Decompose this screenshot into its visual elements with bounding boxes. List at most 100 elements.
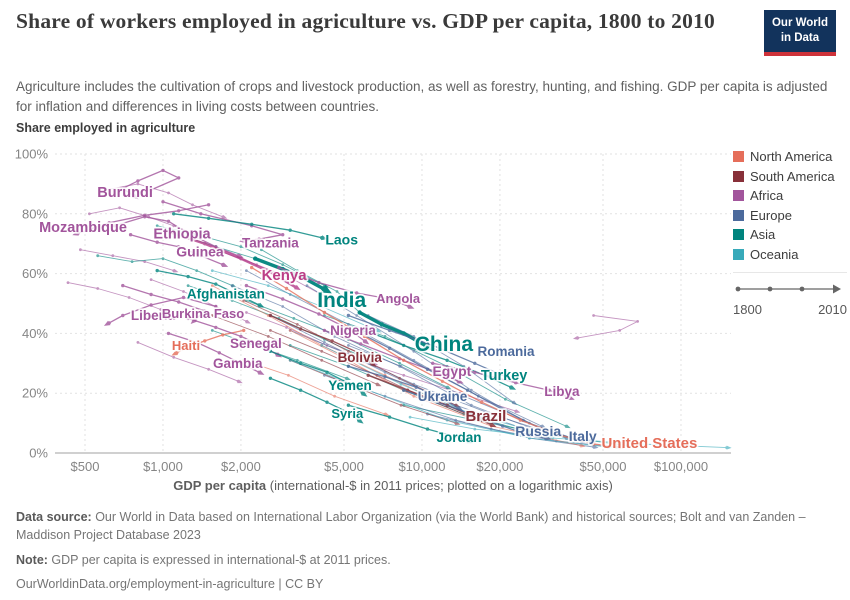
- country-label-angola[interactable]: Angola: [374, 289, 422, 308]
- trajectory[interactable]: [242, 299, 461, 408]
- data-point: [359, 342, 363, 346]
- country-label-senegal[interactable]: Senegal: [228, 334, 283, 353]
- country-label-libya[interactable]: Libya: [543, 382, 582, 401]
- data-point: [210, 329, 214, 332]
- country-label-haiti[interactable]: Haiti: [170, 336, 202, 355]
- country-label-jordan[interactable]: Jordan: [435, 428, 484, 447]
- country-label-turkey[interactable]: Turkey: [479, 366, 529, 386]
- country-label-afghanistan[interactable]: Afghanistan: [185, 285, 267, 304]
- arrowhead-icon: [619, 444, 626, 450]
- trajectory-laos[interactable]: [172, 212, 328, 241]
- trajectory-russia[interactable]: [402, 388, 552, 441]
- data-point: [425, 367, 430, 371]
- country-label-india[interactable]: India: [315, 287, 368, 314]
- country-label-kenya[interactable]: Kenya: [260, 265, 309, 286]
- data-point: [355, 291, 359, 295]
- data-point: [266, 284, 270, 287]
- trajectory-bolivia[interactable]: [268, 313, 377, 368]
- trajectory-gambia[interactable]: [166, 331, 265, 375]
- trajectory[interactable]: [79, 248, 179, 273]
- data-point: [288, 329, 292, 332]
- trajectory-burundi[interactable]: [121, 168, 181, 200]
- legend-item-south_america[interactable]: South America: [733, 169, 847, 184]
- citation-link[interactable]: OurWorldinData.org/employment-in-agricul…: [16, 577, 324, 592]
- country-label-burkina-faso[interactable]: Burkina Faso: [160, 304, 246, 323]
- arrowhead-icon: [580, 443, 586, 448]
- legend-label: North America: [750, 149, 833, 164]
- data-point: [298, 361, 303, 365]
- data-point: [206, 216, 211, 220]
- x-tick-label: $5,000: [324, 459, 364, 474]
- country-label-liberia[interactable]: Liberia: [129, 306, 177, 325]
- country-label-tanzania[interactable]: Tanzania: [240, 234, 301, 253]
- country-label-guinea[interactable]: Guinea: [175, 242, 226, 262]
- trajectory-afghanistan[interactable]: [155, 268, 265, 308]
- country-label-gambia[interactable]: Gambia: [211, 354, 265, 373]
- trajectory[interactable]: [210, 314, 382, 387]
- country-label-bolivia[interactable]: Bolivia: [336, 348, 384, 367]
- trajectory-angola[interactable]: [277, 265, 415, 309]
- trajectory-kenya[interactable]: [166, 230, 301, 291]
- trajectory-united-states[interactable]: [250, 265, 626, 450]
- chart-svg[interactable]: 0% 20% 40% 60% 80% 100% $500 $1,000 $2,000 $5,000…: [0, 118, 745, 500]
- legend-item-oceania[interactable]: Oceania: [733, 247, 847, 262]
- owid-logo[interactable]: Our World in Data: [763, 10, 836, 56]
- trajectory-line: [245, 270, 543, 427]
- data-point: [172, 355, 176, 359]
- legend-item-africa[interactable]: Africa: [733, 188, 847, 203]
- country-label-ukraine[interactable]: Ukraine: [416, 387, 470, 406]
- trajectory-liberia[interactable]: [103, 295, 218, 326]
- country-label-ethiopia[interactable]: Ethiopia: [152, 225, 214, 245]
- country-label-yemen[interactable]: Yemen: [326, 376, 373, 395]
- legend-item-europe[interactable]: Europe: [733, 208, 847, 223]
- data-point: [527, 433, 532, 437]
- data-point: [465, 388, 470, 392]
- country-label-laos[interactable]: Laos: [324, 230, 360, 250]
- data-point: [408, 415, 412, 419]
- legend-item-asia[interactable]: Asia: [733, 227, 847, 242]
- trajectory-libya[interactable]: [431, 361, 575, 401]
- country-label-brazil[interactable]: Brazil: [464, 406, 508, 427]
- data-point: [387, 297, 392, 301]
- data-point: [166, 230, 171, 234]
- country-label-italy[interactable]: Italy: [567, 426, 599, 446]
- trajectory-line: [122, 169, 180, 197]
- trajectory[interactable]: [245, 269, 547, 429]
- country-label-mozambique[interactable]: Mozambique: [37, 218, 128, 238]
- data-point: [320, 305, 324, 308]
- country-label-nigeria[interactable]: Nigeria: [328, 321, 378, 340]
- trajectory-yemen[interactable]: [268, 349, 368, 397]
- x-axis-title: GDP per capita (international-$ in 2011 …: [173, 478, 613, 493]
- trajectory[interactable]: [210, 269, 382, 333]
- country-label-russia[interactable]: Russia: [513, 421, 563, 441]
- trajectory[interactable]: [288, 329, 571, 440]
- data-source-label: Data source:: [16, 510, 92, 524]
- trajectory[interactable]: [408, 415, 732, 450]
- trajectory[interactable]: [242, 358, 390, 417]
- data-point: [383, 375, 387, 379]
- trajectory-jordan[interactable]: [346, 403, 474, 444]
- country-label-romania[interactable]: Romania: [476, 342, 537, 361]
- legend-item-north_america[interactable]: North America: [733, 149, 847, 164]
- trajectory-nigeria[interactable]: [244, 283, 370, 345]
- country-label-united-states[interactable]: United States: [600, 433, 699, 454]
- country-label-syria[interactable]: Syria: [330, 404, 366, 423]
- trajectory[interactable]: [66, 281, 166, 312]
- data-point: [504, 397, 507, 401]
- trajectory-line: [113, 216, 239, 257]
- data-point: [239, 294, 243, 298]
- trajectory[interactable]: [572, 314, 639, 340]
- data-point: [242, 299, 246, 302]
- trajectory-romania[interactable]: [346, 313, 516, 381]
- data-point: [266, 335, 270, 338]
- country-label-burundi[interactable]: Burundi: [96, 183, 155, 203]
- trajectory-syria[interactable]: [268, 376, 364, 424]
- trajectory-tanzania[interactable]: [161, 200, 285, 244]
- trajectory[interactable]: [136, 341, 243, 384]
- data-point: [268, 376, 273, 380]
- trajectory-haiti[interactable]: [171, 328, 246, 356]
- trajectory-guinea[interactable]: [128, 233, 229, 267]
- country-label-egypt[interactable]: Egypt: [431, 361, 474, 381]
- country-label-china[interactable]: China: [413, 331, 475, 358]
